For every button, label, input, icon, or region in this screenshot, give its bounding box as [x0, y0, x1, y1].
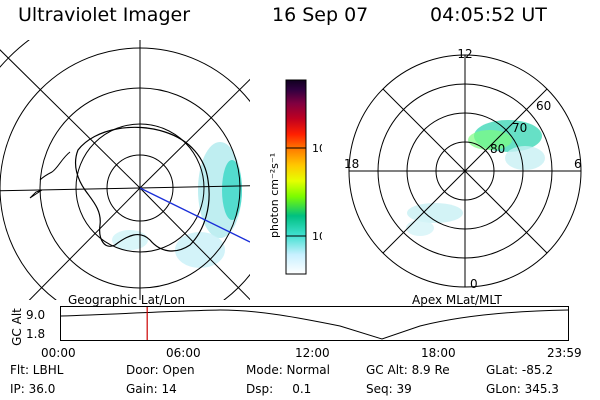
- altitude-xtick-1: 06:00: [166, 346, 201, 360]
- status-door: Door: Open: [126, 363, 195, 377]
- mlat-label-60: 60: [536, 99, 551, 113]
- colorbar-tick-10: 10: [312, 230, 322, 243]
- instrument-title: Ultraviolet Imager: [18, 4, 191, 26]
- altitude-ylabel: GC Alt: [10, 308, 24, 346]
- status-dsp: Dsp: 0.1: [246, 382, 312, 396]
- altitude-xtick-2: 12:00: [295, 346, 330, 360]
- altitude-xtick-0: 00:00: [41, 346, 76, 360]
- altitude-ytick-low: 1.8: [26, 327, 46, 341]
- altitude-plot: [60, 306, 569, 341]
- status-filter: Flt: LBHL: [10, 363, 64, 377]
- altitude-ytick-high: 9.0: [26, 308, 46, 322]
- status-gc-alt: GC Alt: 8.9 Re: [366, 363, 450, 377]
- status-ip: IP: 36.0: [10, 382, 56, 396]
- mlat-label-70: 70: [512, 121, 527, 135]
- mlt-label-6: 6: [574, 157, 582, 171]
- magnetic-polar-map: 12 18 6 0 60 70 80: [344, 48, 582, 291]
- aurora-emission-right: [406, 120, 545, 236]
- status-glon: GLon: 345.3: [486, 382, 559, 396]
- status-gain: Gain: 14: [126, 382, 177, 396]
- left-map-caption: Geographic Lat/Lon: [68, 293, 186, 307]
- right-map-caption: Apex MLat/MLT: [412, 293, 502, 307]
- date-label: 16 Sep 07: [272, 4, 369, 26]
- time-label: 04:05:52 UT: [430, 4, 547, 26]
- mlat-label-80: 80: [490, 142, 505, 156]
- colorbar-label: photon cm⁻²s⁻¹: [268, 153, 281, 238]
- mlt-label-0: 0: [470, 277, 478, 291]
- status-mode: Mode: Normal: [246, 363, 330, 377]
- mlt-label-12: 12: [457, 48, 472, 61]
- altitude-xtick-4: 23:59: [547, 346, 582, 360]
- altitude-xtick-3: 18:00: [421, 346, 456, 360]
- colorbar-scale: [285, 79, 307, 275]
- aurora-emission-left: [112, 142, 242, 268]
- status-glat: GLat: -85.2: [486, 363, 553, 377]
- colorbar: 100 10 photon cm⁻²s⁻¹: [268, 79, 322, 275]
- status-seq: Seq: 39: [366, 382, 412, 396]
- mlt-label-18: 18: [344, 157, 359, 171]
- colorbar-tick-100: 100: [312, 142, 322, 155]
- geographic-map: [0, 40, 250, 300]
